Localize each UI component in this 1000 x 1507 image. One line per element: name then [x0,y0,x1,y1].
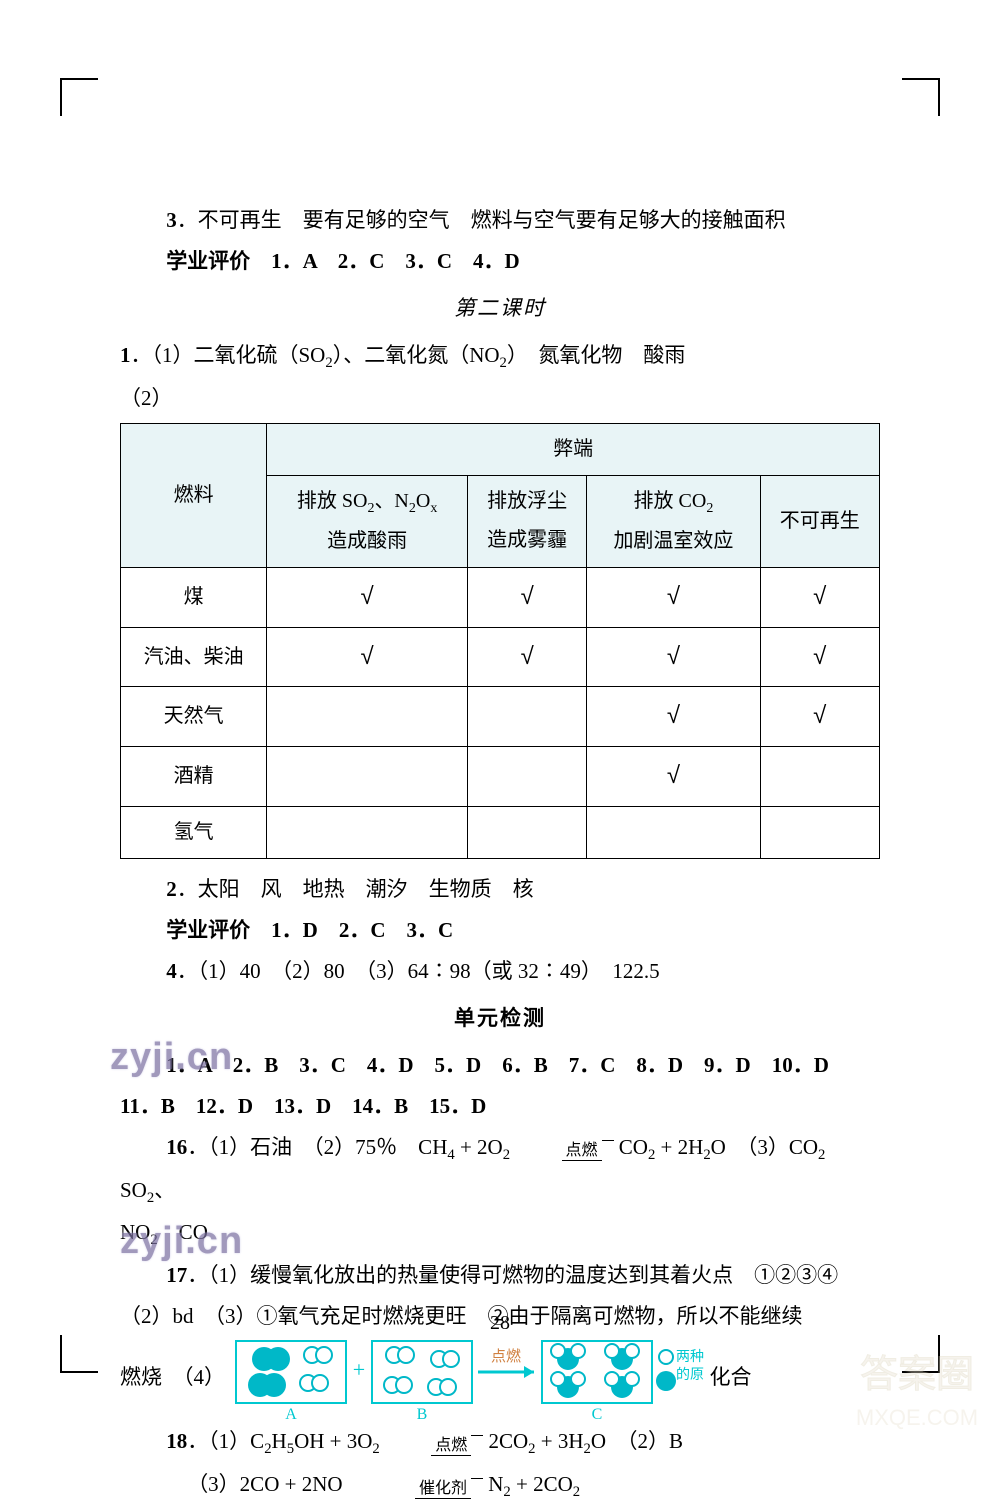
eq-arrow-icon: 点燃 [515,1128,613,1169]
th-fuel: 燃料 [121,423,267,567]
mc-row1: 1．A 2．B 3．C 4．D 5．D 6．B 7．C 8．D 9．D 10．D [120,1045,880,1086]
lesson-2-title: 第二课时 [120,288,880,329]
th-col2: 排放浮尘造成雾霾 [467,475,586,567]
eval-1-items: 1．A 2．C 3．C 4．D [250,249,520,273]
crop-mark-bl [60,1335,98,1373]
q18-line1: 18．（1）C2H5OH + 3O2 点燃 2CO2 + 3H2O （2）B [120,1421,880,1464]
table-row: 氢气 [121,807,880,859]
th-col4: 不可再生 [760,475,879,567]
q16-line1: 16．（1）石油 （2）75％ CH4 + 2O2 点燃 CO2 + 2H2O … [120,1127,880,1213]
line-item-3: 3．不可再生 要有足够的空气 燃料与空气要有足够大的接触面积 [120,200,880,241]
page-root: 3．不可再生 要有足够的空气 燃料与空气要有足够大的接触面积 学业评价 1．A … [0,0,1000,1451]
svg-text:C: C [592,1406,603,1421]
unit-test-title: 单元检测 [120,998,880,1039]
crop-mark-tl [60,78,98,116]
q1-b: （2） [120,378,880,419]
svg-text:的原子: 的原子 [676,1367,704,1383]
reaction-diagram: A + B 点燃 [234,1337,704,1421]
eval-1: 学业评价 1．A 2．C 3．C 4．D [120,241,880,282]
crop-mark-tr [902,78,940,116]
table-row: 煤 √ √ √ √ [121,567,880,627]
svg-text:A: A [285,1406,297,1421]
svg-text:B: B [417,1406,428,1421]
crop-mark-br [902,1335,940,1373]
th-drawbacks: 弊端 [267,423,880,475]
table-row: 汽油、柴油 √ √ √ √ [121,627,880,687]
q4: 4．（1）40 （2）80 （3）64∶98（或 32∶49） 122.5 [120,951,880,992]
q17-line1: 17．（1）缓慢氧化放出的热量使得可燃物的温度达到其着火点 ①②③④ [120,1255,880,1296]
eval-2-label: 学业评价 [166,918,250,942]
th-col1: 排放 SO2、N2Ox造成酸雨 [267,475,468,567]
eval-2-items: 1．D 2．C 3．C [250,918,453,942]
svg-text:两种不同: 两种不同 [676,1349,704,1365]
svg-text:+: + [353,1357,365,1382]
content-area: 3．不可再生 要有足够的空气 燃料与空气要有足够大的接触面积 学业评价 1．A … [120,200,880,1507]
q2: 2．太阳 风 地热 潮汐 生物质 核 [120,869,880,910]
table-row: 酒精 √ [121,747,880,807]
q1-a: 1．（1）二氧化硫（SO2）、二氧化氮（NO2） 氮氧化物 酸雨 [120,335,880,378]
q18-line2: （3）2CO + 2NO 催化剂 N2 + 2CO2 [120,1464,880,1507]
eval-2: 学业评价 1．D 2．C 3．C [120,910,880,951]
diagram-mid-label: 点燃 [491,1347,521,1365]
fuel-table: 燃料 弊端 排放 SO2、N2Ox造成酸雨 排放浮尘造成雾霾 排放 CO2加剧温… [120,423,880,859]
eq-arrow-icon: 点燃 [385,1423,483,1464]
th-col3: 排放 CO2加剧温室效应 [587,475,760,567]
table-row: 天然气 √ √ [121,687,880,747]
q16-line2: NO2 CO [120,1212,880,1255]
mc-row2: 11．B 12．D 13．D 14．B 15．D [120,1086,880,1127]
eq-arrow-icon: 催化剂 [348,1466,483,1507]
fuel-table-body: 煤 √ √ √ √ 汽油、柴油 √ √ √ √ 天然气 √ [121,567,880,858]
q17-line3: 燃烧 （4） A + [120,1337,880,1421]
page-number: 28 [0,1312,1000,1335]
eval-1-label: 学业评价 [166,249,250,273]
